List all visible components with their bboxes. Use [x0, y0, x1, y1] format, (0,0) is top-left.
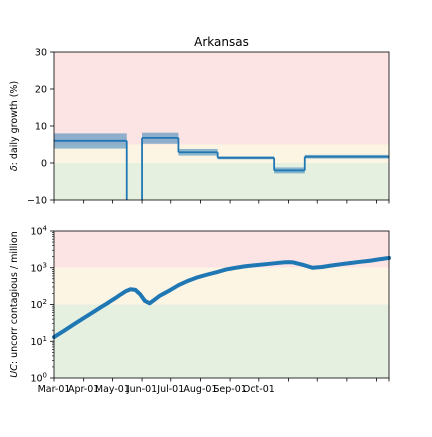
- x-tick-label: Aug-01: [183, 384, 217, 395]
- top-y-tick-label: 10: [35, 122, 47, 133]
- x-tick-label: Apr-01: [68, 384, 99, 395]
- bottom-y-axis-label-text: : uncorr contagious / million: [9, 231, 20, 364]
- top-y-tick-label: 20: [35, 85, 47, 96]
- x-tick-label: Oct-01: [243, 384, 275, 395]
- bottom-y-tick-label: 101: [30, 335, 47, 348]
- x-tick-label: May-01: [95, 384, 130, 395]
- bottom-panel: 100 101 102 103 104 Mar-01Apr-01May-01Jun-01…: [9, 225, 391, 395]
- bottom-y-tick-label: 102: [30, 298, 47, 311]
- top-y-axis-label-text: : daily growth (%): [9, 81, 20, 166]
- top-y-tick-label: −10: [27, 196, 47, 207]
- x-tick-label: Jul-01: [156, 384, 184, 395]
- x-tick-label: Jun-01: [126, 384, 157, 395]
- contagious-line: [52, 255, 391, 340]
- bottom-band-1: [54, 267, 389, 305]
- x-tick-label: Sep-01: [213, 384, 246, 395]
- bottom-y-tick-label: 100: [30, 372, 47, 385]
- top-band-2: [54, 163, 389, 200]
- bottom-y-axis-label: UC: uncorr contagious / million: [9, 231, 20, 378]
- bottom-y-tick-label: 104: [30, 225, 47, 238]
- top-y-axis-label-symbol: δ: [9, 165, 20, 171]
- top-y-tick-label: 30: [35, 48, 47, 59]
- bottom-y-tick-label: 103: [30, 261, 47, 274]
- chart-title: Arkansas: [194, 35, 249, 49]
- bottom-band-0: [54, 231, 389, 268]
- top-y-axis-label: δ: daily growth (%): [9, 81, 20, 171]
- top-y-tick-label: 0: [41, 159, 47, 170]
- bottom-band-2: [54, 304, 389, 378]
- top-band-0: [54, 52, 389, 145]
- x-tick-label: Mar-01: [38, 384, 71, 395]
- top-panel: −10 0 10 20 30 Arkansas δ: daily growth (%): [9, 35, 390, 207]
- bottom-y-axis-label-symbol: UC: [9, 364, 20, 378]
